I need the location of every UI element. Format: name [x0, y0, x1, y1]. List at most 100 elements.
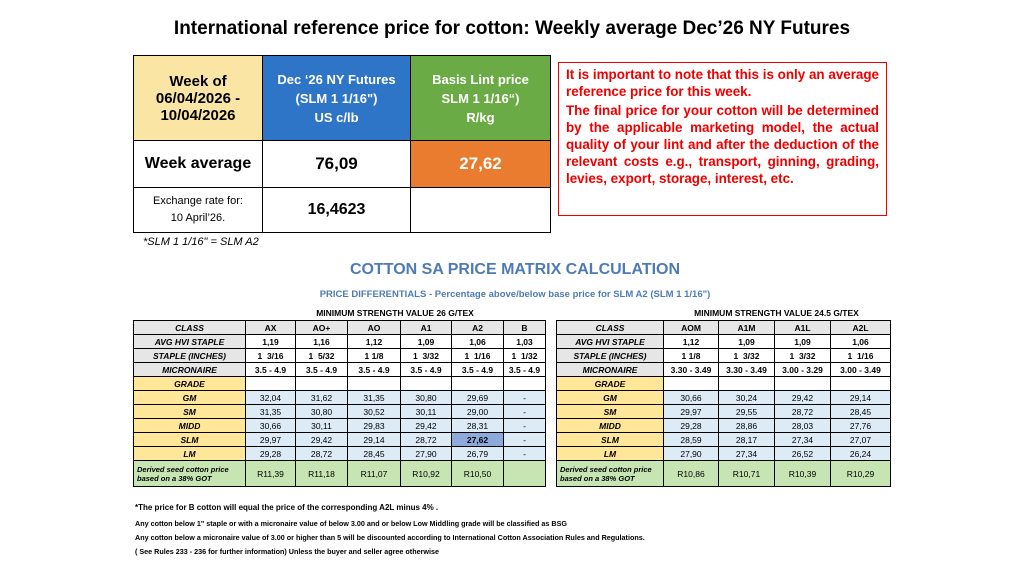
matrix-cell: 28,72	[400, 432, 452, 447]
matrix-cell: -	[503, 446, 546, 461]
matrix-cell: 27,90	[663, 446, 719, 461]
note: *The price for B cotton will equal the p…	[135, 503, 439, 512]
matrix-cell: R10,29	[830, 460, 891, 487]
matrix-cell: 30,11	[295, 418, 348, 433]
matrix-cell: 27,62	[451, 432, 504, 447]
matrix-cell: 28,59	[663, 432, 719, 447]
label-line: AVG HVI STAPLE	[154, 336, 225, 347]
matrix-cell: R10,86	[663, 460, 719, 487]
empty-cell	[295, 376, 348, 391]
row-label: GRADE	[556, 376, 664, 391]
matrix-cell: 30,52	[347, 404, 401, 419]
matrix-row: GRADE	[133, 376, 546, 391]
cell-line: R/kg	[466, 109, 495, 125]
label-line: MIDD	[599, 420, 621, 431]
row-label: LM	[556, 446, 664, 461]
matrix-cell: 29,97	[245, 432, 296, 447]
matrix-cell: 1 3/32	[774, 348, 831, 363]
basis-price: 27,62	[410, 140, 551, 188]
matrix-cell: A2	[451, 320, 504, 335]
matrix-cell: 1 5/32	[295, 348, 348, 363]
row-label: AVG HVI STAPLE	[556, 334, 664, 349]
matrix-cell: 30,66	[663, 390, 719, 405]
matrix-row: SLM 28,59 28,17 27,34 27,07	[556, 432, 891, 447]
matrix-cell: -	[503, 404, 546, 419]
matrix-cell: 30,24	[718, 390, 775, 405]
label-line: SM	[603, 406, 617, 417]
matrix-cell: 3.5 - 4.9	[347, 362, 401, 377]
matrix-cell: 28,72	[774, 404, 831, 419]
matrix-cell: 1,03	[503, 334, 546, 349]
matrix-row: AVG HVI STAPLE 1,19 1,16 1,12 1,09 1,06 1,03	[133, 334, 546, 349]
label-line: SM	[183, 406, 196, 417]
row-label: SLM	[556, 432, 664, 447]
cell-line: (SLM 1 1/16")	[295, 90, 378, 106]
matrix-cell: 28,03	[774, 418, 831, 433]
notice-text: The final price for your cotton will be …	[566, 103, 879, 186]
matrix-row: MIDD 29,28 28,86 28,03 27,76	[556, 418, 891, 433]
matrix-cell: 3.30 - 3.49	[663, 362, 719, 377]
matrix-cell: B	[503, 320, 546, 335]
matrix-cell: 1 3/32	[718, 348, 775, 363]
matrix-cell: 31,62	[295, 390, 348, 405]
matrix-cell: 3.5 - 4.9	[503, 362, 546, 377]
matrix-cell: 1 3/16	[245, 348, 296, 363]
cell-line: 10/04/2026	[160, 106, 236, 124]
empty-cell	[830, 376, 891, 391]
label-line: LM	[183, 448, 196, 459]
matrix-cell: 29,28	[245, 446, 296, 461]
matrix-cell: 29,42	[774, 390, 831, 405]
matrix-cell: 28,72	[295, 446, 348, 461]
matrix-cell: 31,35	[245, 404, 296, 419]
label-line: MICRONAIRE	[582, 364, 638, 375]
matrix-cell: 1,12	[347, 334, 401, 349]
matrix-cell: 29,14	[347, 432, 401, 447]
matrix-cell: -	[503, 390, 546, 405]
row-label: LM	[133, 446, 246, 461]
matrix-cell: 1,12	[663, 334, 719, 349]
strength-label: MINIMUM STRENGTH VALUE 26 G/TEX	[316, 308, 474, 318]
empty-cell	[718, 376, 775, 391]
empty-cell	[503, 376, 546, 391]
matrix-cell: 27,34	[774, 432, 831, 447]
matrix-cell: 1 1/16	[830, 348, 891, 363]
matrix-cell: 1,09	[774, 334, 831, 349]
matrix-row: CLASS AOM A1M A1L A2L	[556, 320, 891, 335]
price-matrix: CLASS AOM A1M A1L A2L AVG HVI STAPLE 1,12 1,09 1…	[556, 320, 891, 487]
empty-cell	[503, 460, 546, 487]
row-label: AVG HVI STAPLE	[133, 334, 246, 349]
matrix-title: COTTON SA PRICE MATRIX CALCULATION	[349, 261, 681, 278]
matrix-cell: R11,18	[295, 460, 348, 487]
row-label: GM	[133, 390, 246, 405]
matrix-cell: 27,90	[400, 446, 452, 461]
matrix-cell: 30,11	[400, 404, 452, 419]
matrix-cell: R10,92	[400, 460, 452, 487]
row-label: GM	[556, 390, 664, 405]
matrix-cell: 29,83	[347, 418, 401, 433]
label-line: Derived seed cotton price	[560, 464, 652, 474]
matrix-cell: 29,00	[451, 404, 504, 419]
matrix-cell: 26,52	[774, 446, 831, 461]
matrix-cell: -	[503, 432, 546, 447]
row-label: CLASS	[556, 320, 664, 335]
matrix-cell: 28,45	[830, 404, 891, 419]
matrix-row: MICRONAIRE 3.30 - 3.49 3.30 - 3.49 3.00 - 3…	[556, 362, 891, 377]
label-line: SLM	[180, 434, 199, 445]
summary-table: Week of 06/04/2026 - 10/04/2026 Dec ‘26 …	[133, 55, 551, 233]
matrix-cell: 29,42	[295, 432, 348, 447]
matrix-cell: R10,39	[774, 460, 831, 487]
header-cell: Week of 06/04/2026 - 10/04/2026	[133, 55, 263, 141]
matrix-cell: -	[503, 418, 546, 433]
matrix-cell: 3.00 - 3.29	[774, 362, 831, 377]
matrix-cell: 1 1/8	[663, 348, 719, 363]
cell-line: Week of	[169, 72, 227, 90]
matrix-row: MICRONAIRE 3.5 - 4.9 3.5 - 4.9 3.5 - 4.9 3.5…	[133, 362, 546, 377]
matrix-cell: A1L	[774, 320, 831, 335]
matrix-cell: 1,19	[245, 334, 296, 349]
row-label: MIDD	[556, 418, 664, 433]
matrix-cell: 26,24	[830, 446, 891, 461]
matrix-row: LM 29,28 28,72 28,45 27,90 26,79-	[133, 446, 546, 461]
matrix-row: LM 27,90 27,34 26,52 26,24	[556, 446, 891, 461]
matrix-cell: 1,16	[295, 334, 348, 349]
matrix-row: GM 30,66 30,24 29,42 29,14	[556, 390, 891, 405]
